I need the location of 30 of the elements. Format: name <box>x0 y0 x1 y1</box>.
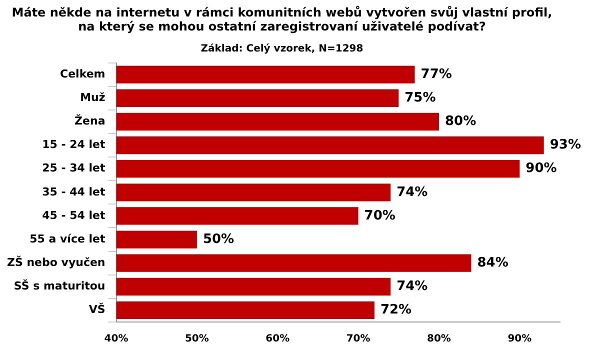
data-label: 80% <box>444 114 476 130</box>
y-tick-label: Muž <box>80 91 106 104</box>
y-tick-label: 25 - 34 let <box>42 162 106 175</box>
data-label: 50% <box>202 232 234 247</box>
data-label: 72% <box>380 302 412 318</box>
x-tick-label: 60% <box>266 334 290 345</box>
data-label: 90% <box>526 161 557 176</box>
data-label: 77% <box>420 66 452 82</box>
y-tick-label: ZŠ nebo vyučen <box>7 254 106 269</box>
y-tick-label: SŠ s maturitou <box>14 278 106 293</box>
y-tick-label: 45 - 54 let <box>42 208 106 222</box>
y-tick-label: 35 - 44 let <box>42 185 106 198</box>
x-tick-label: 80% <box>427 334 451 345</box>
data-label: 74% <box>396 184 428 200</box>
data-label: 84% <box>477 255 508 270</box>
y-tick-label: Celkem <box>60 67 106 80</box>
data-label: 74% <box>396 279 428 294</box>
chart-title: Máte někde na internetu v rámci komunitních webů vytvořen svůj vlastní profil, na který se mohou ostatní zaregistrovaní uživatelé podívat? <box>12 5 552 34</box>
x-tick-label: 40% <box>104 334 128 345</box>
x-tick-label: 70% <box>346 334 370 345</box>
y-tick-label: Žena <box>74 114 106 128</box>
data-label: 93% <box>550 138 581 153</box>
x-tick-label: 50% <box>184 334 209 345</box>
y-tick-label: VŠ <box>88 302 106 316</box>
data-label: 70% <box>364 208 396 224</box>
y-tick-label: 55 a více let <box>30 232 106 246</box>
data-label: 75% <box>404 90 436 106</box>
x-tick-label: 90% <box>508 334 532 345</box>
y-tick-label: 15 - 24 let <box>42 138 106 152</box>
chart-subtitle: Základ: Celý vzorek, N=1298 <box>200 43 364 54</box>
